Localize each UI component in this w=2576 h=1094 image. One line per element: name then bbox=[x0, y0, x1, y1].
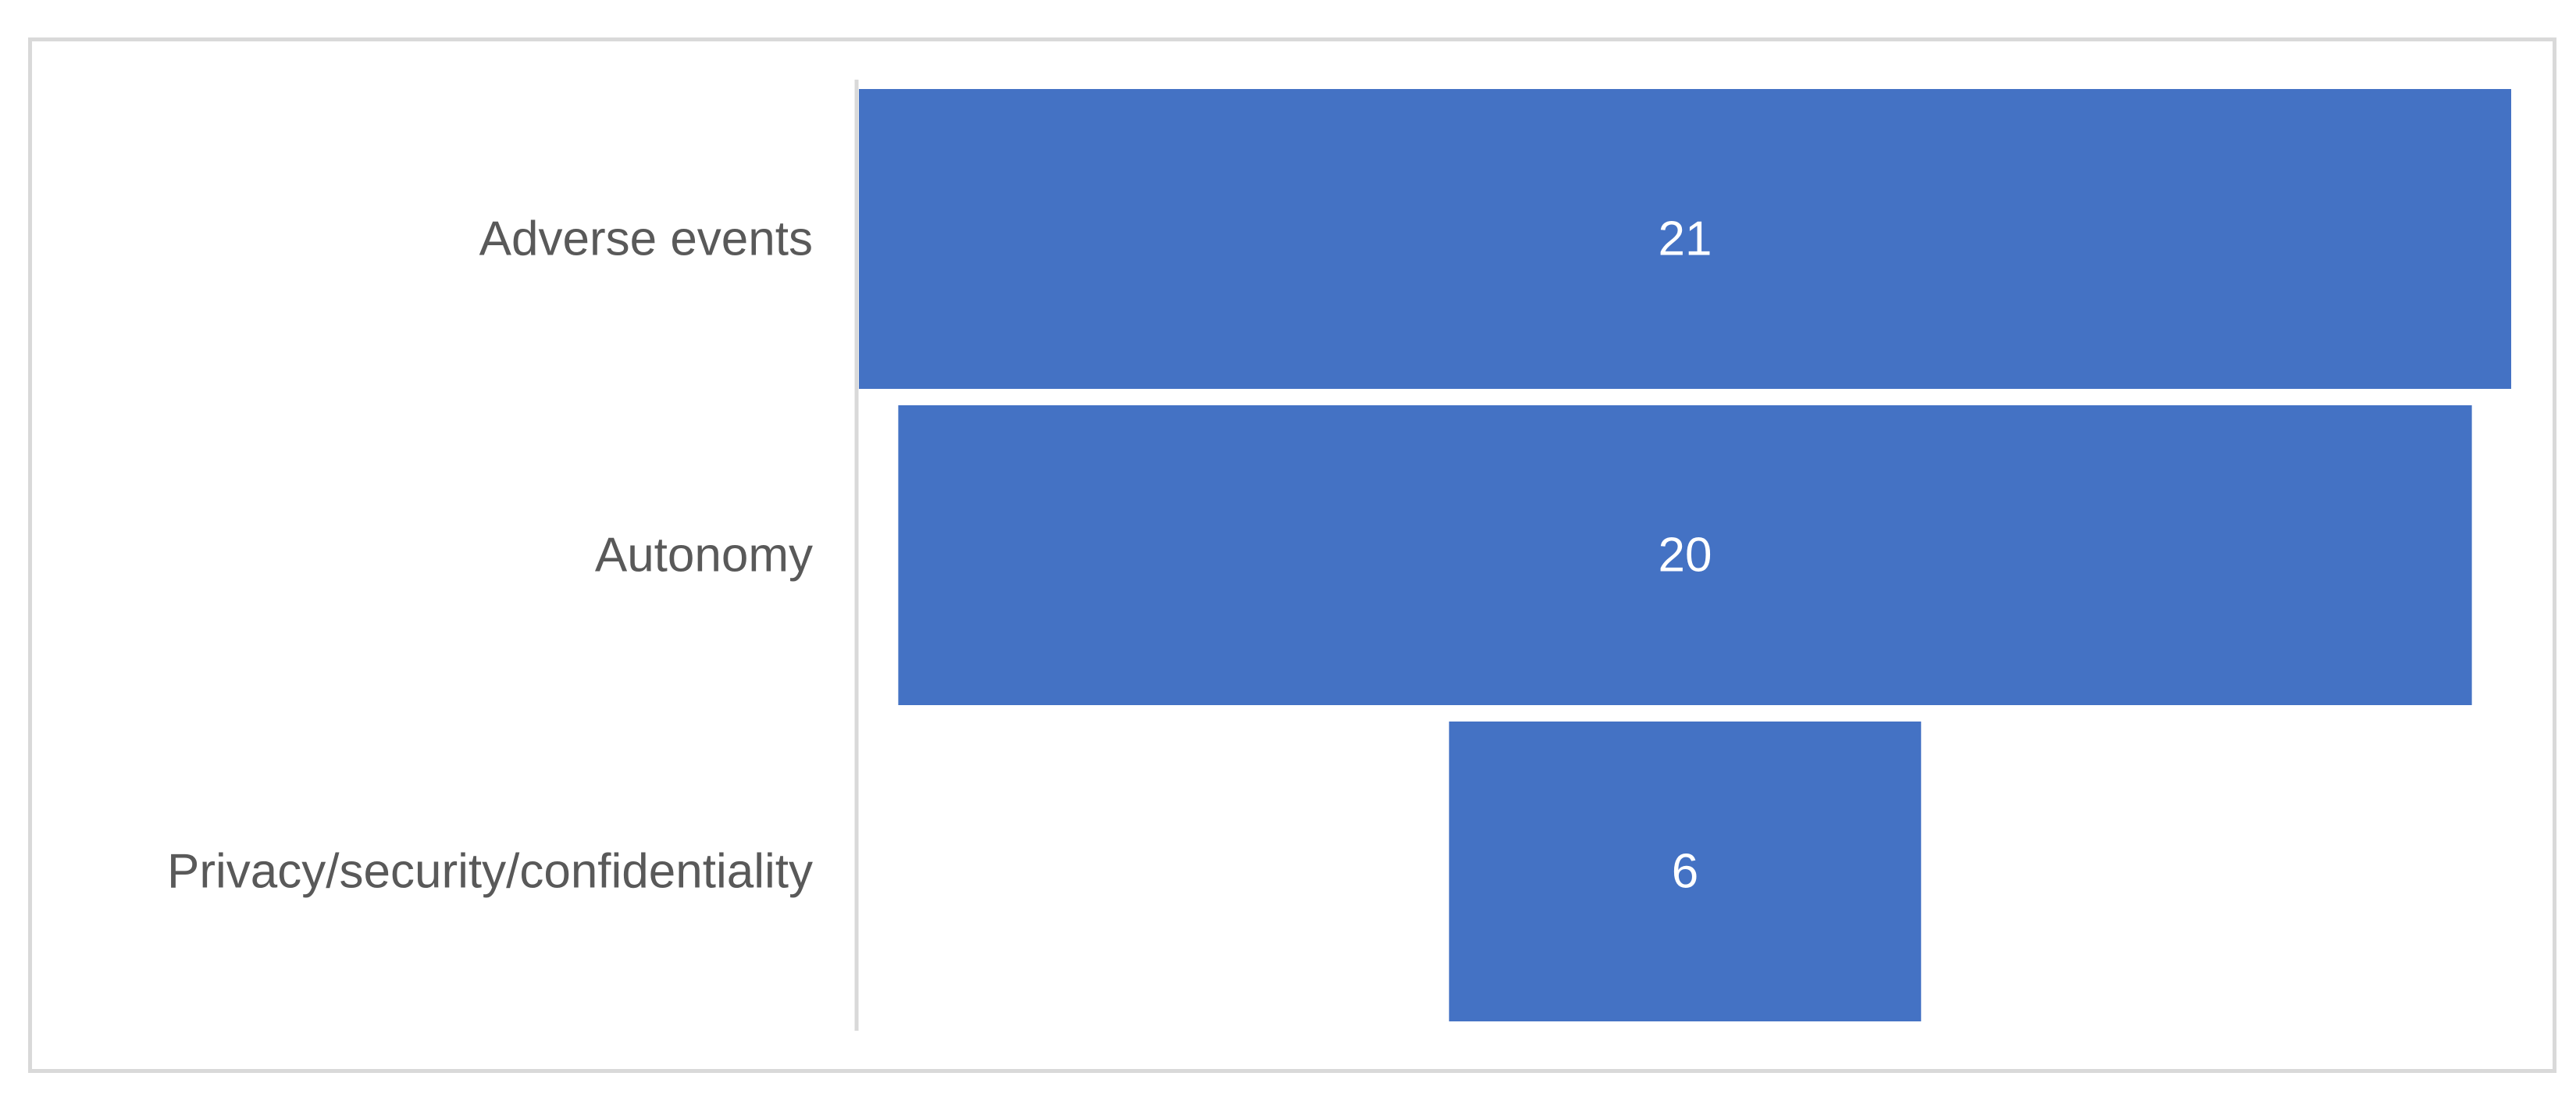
funnel-bar bbox=[898, 405, 2472, 705]
data-label: 21 bbox=[1659, 212, 1712, 266]
funnel-bar bbox=[1448, 722, 1922, 1021]
category-label: Privacy/security/confidentiality bbox=[167, 845, 813, 899]
bars-layer bbox=[859, 89, 2511, 1021]
data-label: 20 bbox=[1659, 529, 1712, 583]
category-labels-layer: Adverse events Autonomy Privacy/security/c… bbox=[167, 212, 813, 899]
funnel-bar bbox=[859, 89, 2511, 389]
data-label: 6 bbox=[1672, 845, 1698, 899]
category-label: Autonomy bbox=[595, 529, 813, 583]
data-labels-layer: 21 20 6 bbox=[1659, 212, 1712, 899]
category-label: Adverse events bbox=[479, 212, 813, 266]
